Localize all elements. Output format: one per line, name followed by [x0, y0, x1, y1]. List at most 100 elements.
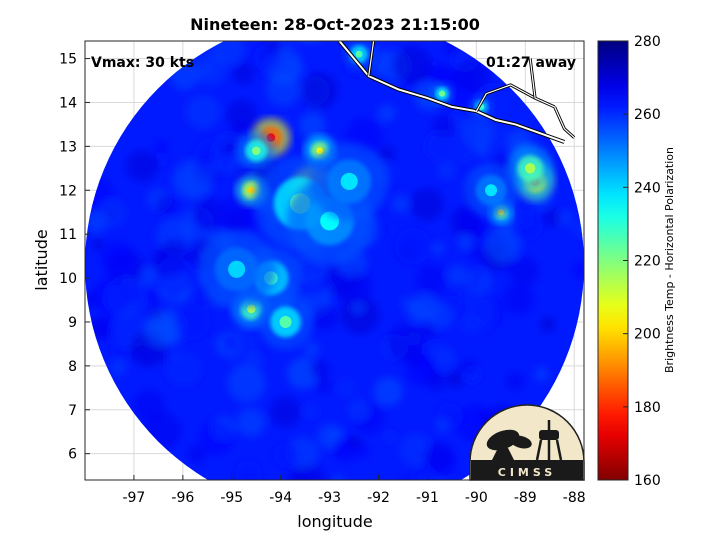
texture-blob	[166, 351, 202, 387]
texture-blob	[192, 197, 226, 231]
texture-blob	[509, 256, 539, 286]
satellite-dish-icon-small	[510, 435, 532, 449]
vmax-annotation: Vmax: 30 kts	[91, 55, 194, 71]
texture-blob	[444, 472, 463, 480]
texture-blob	[457, 233, 475, 251]
texture-blob	[510, 209, 543, 242]
texture-blob	[534, 367, 549, 381]
texture-blob	[154, 139, 169, 154]
texture-blob	[173, 303, 211, 341]
y-axis-ticks: 6 7 8 9 10 11 12 13 14 15	[59, 52, 90, 463]
colorbar-ticks: 160 180 200 220 240 260 280	[623, 34, 661, 489]
texture-blob	[415, 264, 448, 296]
colorbar-tick-label: 180	[634, 400, 661, 416]
texture-blob	[339, 295, 380, 335]
x-tick-label: -92	[367, 490, 390, 506]
border-line	[475, 84, 555, 112]
texture-blob	[227, 364, 266, 403]
texture-blob	[302, 402, 319, 420]
border-line	[554, 106, 575, 139]
convective-feature	[197, 230, 276, 309]
water-tower-tank-icon	[539, 430, 559, 440]
x-tick-label: -97	[122, 490, 145, 506]
texture-blob	[557, 209, 575, 227]
colorbar-tick-label: 280	[634, 34, 661, 50]
texture-blob	[185, 94, 220, 129]
y-tick-label: 11	[59, 227, 77, 243]
texture-blob	[394, 227, 432, 265]
texture-blob	[458, 148, 473, 164]
colorbar-label: Brightness Temp - Horizontal Polarizatio…	[663, 147, 676, 373]
colorbar-tick-label: 220	[634, 254, 661, 270]
texture-blob	[302, 340, 320, 358]
texture-blob	[461, 359, 476, 374]
texture-blob	[311, 304, 338, 331]
texture-blob	[426, 371, 446, 392]
texture-blob	[309, 359, 330, 380]
texture-blob	[269, 396, 301, 428]
texture-blob	[155, 256, 195, 296]
texture-blob	[147, 290, 163, 305]
texture-blob	[301, 72, 338, 109]
logo-text: CIMSS	[498, 466, 556, 479]
coastline	[337, 41, 576, 144]
colorbar-tick-label: 160	[634, 473, 661, 489]
coastline-line	[338, 41, 565, 143]
x-tick-label: -88	[563, 490, 586, 506]
texture-blob	[287, 462, 327, 480]
texture-blob	[387, 324, 426, 363]
texture-blob	[436, 160, 456, 180]
texture-blob	[199, 420, 234, 456]
dish-base-icon	[492, 448, 514, 460]
convective-feature	[463, 162, 519, 218]
texture-blob	[392, 45, 432, 85]
texture-blob	[273, 442, 299, 468]
y-tick-label: 6	[68, 447, 77, 463]
texture-blob	[315, 377, 332, 394]
convective-features	[197, 41, 555, 350]
texture-blob	[377, 104, 396, 123]
texture-blob	[220, 326, 259, 365]
feature-core	[355, 50, 363, 58]
x-tick-label: -90	[465, 490, 488, 506]
feature-core	[251, 146, 261, 156]
chart-title: Nineteen: 28-Oct-2023 21:15:00	[190, 15, 480, 34]
texture-blob	[106, 329, 122, 344]
texture-blob	[224, 336, 237, 349]
texture-blob	[94, 318, 109, 333]
texture-blob	[235, 460, 262, 480]
texture-blob	[421, 322, 437, 339]
texture-blob	[460, 116, 494, 150]
texture-blob	[348, 399, 370, 422]
water-tower-legs-icon	[535, 420, 563, 461]
texture-blob	[446, 370, 464, 388]
y-tick-label: 15	[59, 52, 77, 68]
texture-blob	[187, 444, 207, 464]
texture-blob	[154, 194, 177, 217]
cimss-logo: CIMSS	[469, 404, 585, 481]
texture-blob	[342, 490, 361, 509]
texture-blob	[193, 138, 230, 175]
feature-core	[247, 304, 256, 314]
y-tick-label: 10	[59, 271, 77, 287]
feature-core	[279, 315, 292, 328]
texture-blob	[332, 475, 345, 480]
colorbar-tick-label: 260	[634, 107, 661, 123]
texture-blob	[427, 302, 454, 329]
y-tick-label: 9	[68, 315, 77, 331]
texture-blob	[299, 112, 326, 139]
time-offset-annotation: 01:27 away	[486, 55, 576, 71]
texture-blob	[288, 472, 317, 480]
x-tick-label: -94	[269, 490, 292, 506]
texture-blob	[432, 113, 457, 138]
texture-blob	[502, 283, 535, 315]
texture-blob	[100, 241, 135, 275]
texture-blob	[233, 62, 255, 85]
texture-blob	[455, 291, 495, 332]
texture-blob	[506, 372, 525, 391]
texture-blob	[456, 58, 491, 92]
border-line	[529, 58, 536, 99]
texture-blob	[410, 187, 444, 221]
feature-core	[316, 147, 324, 155]
